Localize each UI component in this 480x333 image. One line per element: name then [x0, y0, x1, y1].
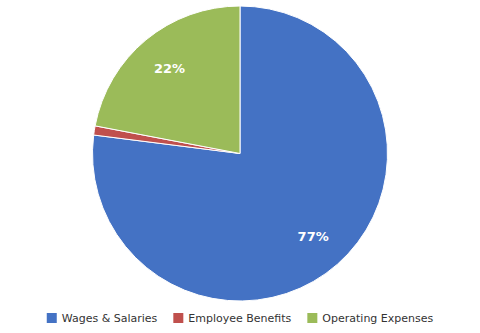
chart: 77% 22% Wages & Salaries Employee Benefits O… — [0, 0, 480, 333]
legend-item: Operating Expenses — [307, 312, 433, 325]
data-label: 77% — [298, 229, 329, 244]
legend-item: Employee Benefits — [173, 312, 291, 325]
data-labels: 77% 22% — [154, 61, 329, 244]
pie: 77% 22% — [92, 6, 387, 301]
legend-swatch — [307, 313, 317, 323]
legend-swatch — [47, 313, 57, 323]
legend-label: Employee Benefits — [188, 312, 291, 325]
slice — [92, 6, 387, 301]
legend: Wages & Salaries Employee Benefits Operati… — [47, 312, 434, 325]
chart-container: 77% 22% Wages & Salaries Employee Benefits O… — [0, 0, 480, 333]
slice — [95, 6, 240, 154]
legend-swatch — [173, 313, 183, 323]
legend-label: Wages & Salaries — [62, 312, 158, 325]
data-label: 22% — [154, 61, 185, 76]
legend-label: Operating Expenses — [322, 312, 433, 325]
slices — [92, 6, 387, 301]
legend-item: Wages & Salaries — [47, 312, 158, 325]
